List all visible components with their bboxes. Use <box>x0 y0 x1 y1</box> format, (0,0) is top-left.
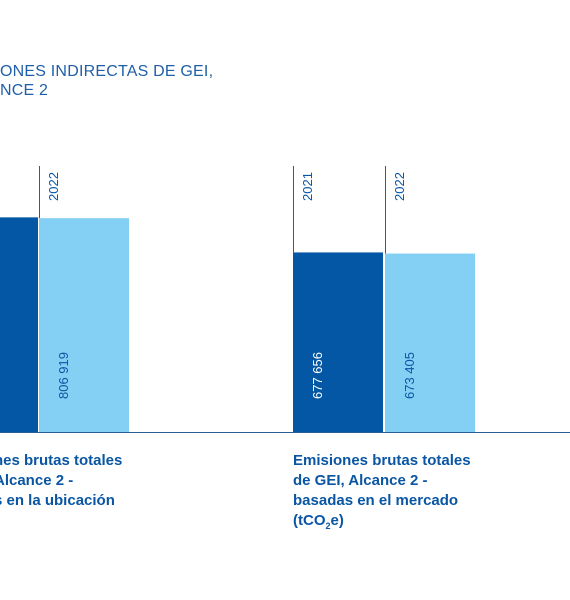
year-label-g2-1: 2021 <box>300 172 315 201</box>
caption-market-subscript: 2 <box>325 521 331 531</box>
caption-market-unit-tail: e) <box>330 512 344 529</box>
group-caption-market: Emisiones brutas totales de GEI, Alcance… <box>293 451 513 536</box>
group-caption-location: nes brutas totales Alcance 2 - s en la u… <box>0 451 214 511</box>
bar-g2-1 <box>293 252 383 432</box>
chart-title-line-1: ONES INDIRECTAS DE GEI, <box>0 63 214 80</box>
bar-g2-2 <box>385 253 475 432</box>
caption-market-line-4: (tCO2e) <box>293 511 513 536</box>
value-label-g2-2: 673 405 <box>402 352 417 399</box>
caption-location-line-1: nes brutas totales <box>0 452 123 469</box>
caption-location-line-3: s en la ubicación <box>0 492 115 509</box>
year-label-g1-2: 2022 <box>46 172 61 201</box>
chart-title-line-2: NCE 2 <box>0 82 49 99</box>
caption-market-line-1: Emisiones brutas totales <box>293 452 471 469</box>
chart-title: ONES INDIRECTAS DE GEI, NCE 2 <box>0 62 300 100</box>
bar-g1-1 <box>0 217 38 432</box>
caption-market-unit: (tCO <box>293 512 326 529</box>
caption-market-line-3: basadas en el mercado <box>293 492 459 509</box>
caption-market-line-2: de GEI, Alcance 2 - <box>293 472 428 489</box>
caption-location-line-2: Alcance 2 - <box>0 472 74 489</box>
value-label-g1-2: 806 919 <box>56 352 71 399</box>
value-label-g2-1: 677 656 <box>310 352 325 399</box>
year-label-g2-2: 2022 <box>392 172 407 201</box>
bar-g1-2 <box>39 218 129 432</box>
